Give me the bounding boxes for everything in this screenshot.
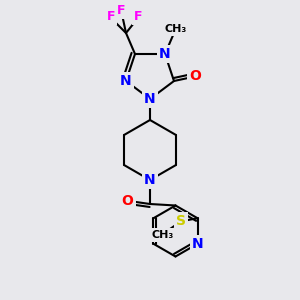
Text: F: F [117,4,126,17]
Text: O: O [122,194,134,208]
Text: CH₃: CH₃ [152,230,174,240]
Text: N: N [159,47,171,61]
Text: CH₃: CH₃ [164,23,187,34]
Text: O: O [189,70,201,83]
Text: N: N [120,74,132,88]
Text: N: N [144,92,156,106]
Text: S: S [176,214,186,228]
Text: F: F [134,10,142,23]
Text: N: N [192,237,203,251]
Text: F: F [107,10,115,23]
Text: N: N [144,173,156,187]
